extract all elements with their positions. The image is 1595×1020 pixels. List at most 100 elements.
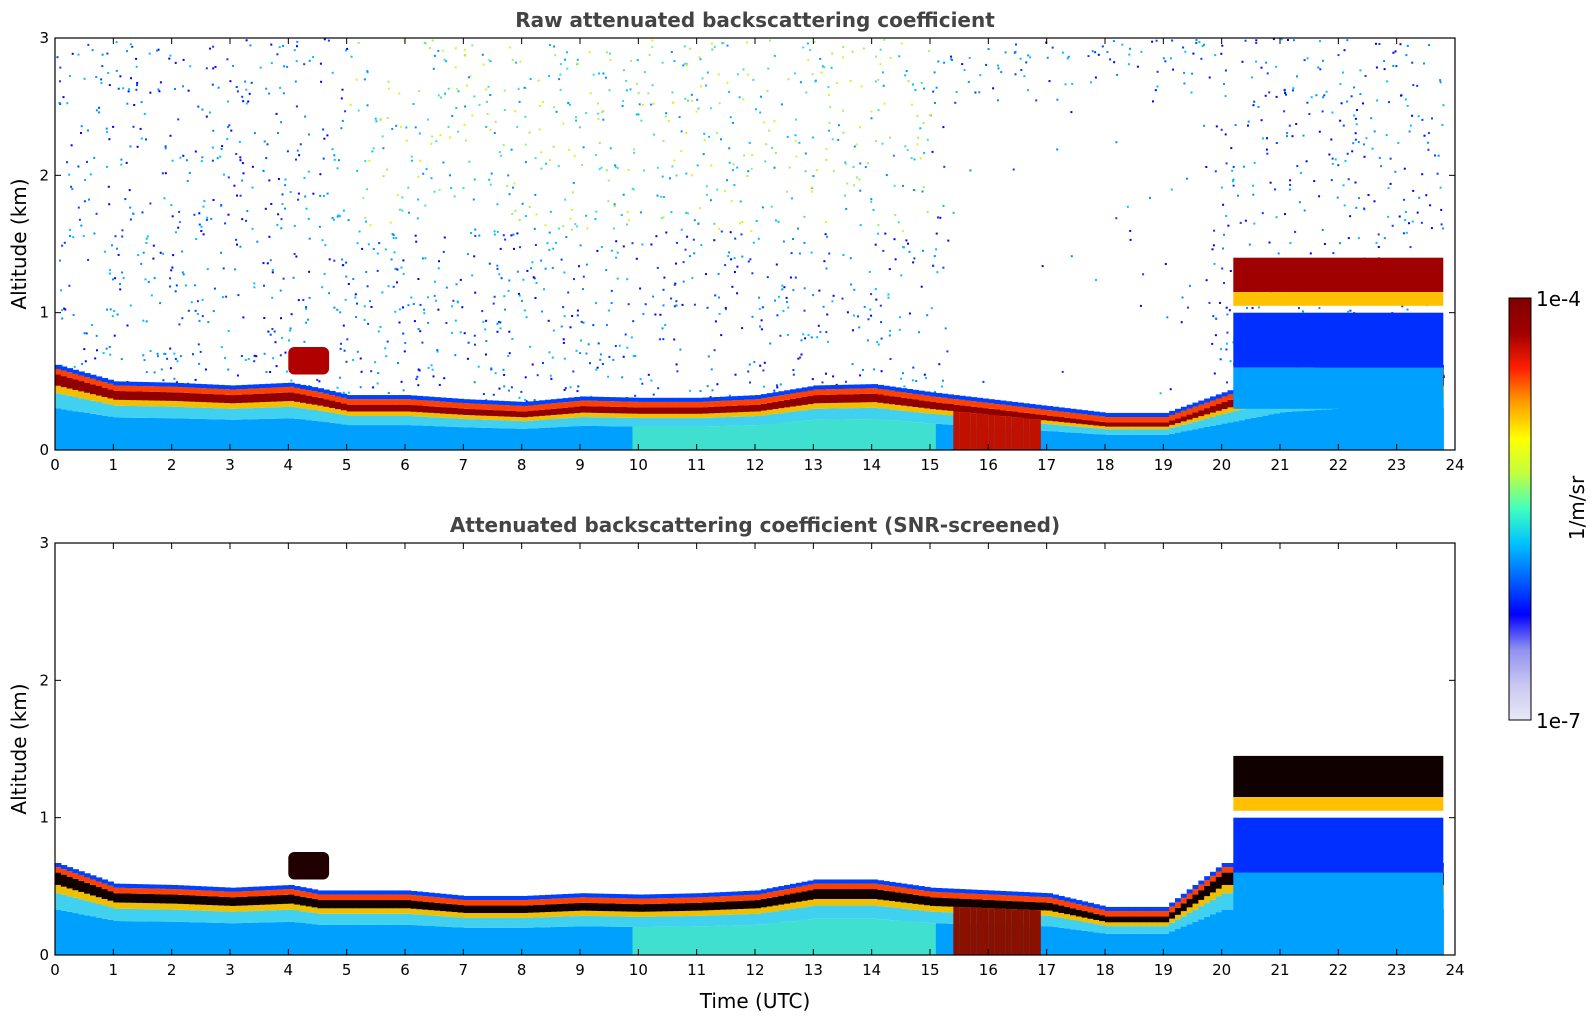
aerosol-band	[1169, 931, 1176, 955]
noise-speck	[939, 216, 942, 219]
noise-speck	[508, 193, 511, 196]
aerosol-band	[119, 908, 126, 922]
layer-edge	[469, 399, 476, 404]
noise-speck	[595, 302, 597, 305]
layer-edge	[854, 384, 861, 389]
transition-band	[1064, 914, 1071, 919]
layer-edge	[1192, 884, 1199, 890]
layer-edge	[352, 395, 359, 400]
transition-band	[323, 406, 330, 412]
noise-speck	[415, 378, 418, 381]
noise-speck	[1241, 60, 1244, 63]
layer-edge	[451, 894, 459, 899]
boundary-layer-core	[265, 393, 272, 402]
noise-speck	[496, 330, 499, 333]
noise-speck	[787, 306, 790, 309]
noise-speck	[552, 145, 555, 148]
noise-speck	[299, 143, 302, 146]
noise-speck	[799, 81, 802, 84]
layer-edge	[352, 894, 359, 901]
transition-band	[440, 911, 447, 917]
noise-speck	[354, 293, 357, 296]
layer-edge	[906, 393, 914, 399]
noise-speck	[172, 254, 175, 257]
aerosol-band	[113, 921, 120, 955]
aerosol-band	[883, 919, 890, 955]
noise-speck	[120, 163, 123, 166]
noise-speck	[518, 294, 521, 297]
boundary-layer-core	[335, 401, 342, 410]
aerosol-band	[1210, 417, 1217, 426]
aerosol-band	[165, 418, 173, 450]
boundary-layer-core	[294, 895, 301, 905]
boundary-layer-core	[230, 897, 237, 906]
aerosol-band	[387, 425, 394, 450]
noise-speck	[1211, 342, 1214, 345]
boundary-layer-core	[1145, 916, 1153, 923]
noise-speck	[699, 390, 702, 393]
layer-edge	[95, 380, 103, 386]
noise-speck	[481, 53, 484, 56]
layer-edge	[189, 383, 196, 388]
noise-speck	[798, 141, 801, 144]
boundary-layer-core	[848, 394, 855, 403]
noise-speck	[485, 125, 488, 128]
noise-speck	[111, 315, 114, 318]
aerosol-band	[638, 426, 645, 450]
layer-edge	[1081, 410, 1089, 415]
noise-speck	[66, 161, 69, 164]
noise-speck	[774, 152, 777, 154]
layer-edge	[696, 897, 704, 903]
aerosol-band	[510, 927, 517, 955]
noise-speck	[705, 185, 708, 188]
layer-edge	[311, 391, 319, 397]
aerosol-band	[55, 393, 62, 409]
noise-speck	[122, 87, 125, 90]
transition-band	[1140, 922, 1147, 927]
noise-speck	[198, 223, 201, 226]
transition-band	[218, 402, 225, 409]
noise-speck	[710, 164, 713, 167]
aerosol-band	[352, 416, 359, 426]
noise-speck	[275, 112, 278, 115]
noise-speck	[1380, 165, 1382, 168]
noise-speck	[967, 80, 970, 83]
layer-edge	[801, 885, 809, 892]
boundary-layer-core	[1000, 410, 1007, 417]
noise-speck	[323, 38, 326, 41]
noise-speck	[627, 303, 630, 306]
noise-speck	[106, 165, 108, 168]
noise-speck	[135, 65, 138, 68]
boundary-layer-core	[1163, 422, 1170, 427]
aerosol-band	[638, 418, 645, 427]
noise-speck	[851, 50, 854, 53]
boundary-layer-core	[422, 405, 429, 413]
noise-speck	[1296, 165, 1299, 168]
aerosol-band	[457, 418, 464, 428]
transition-band	[1221, 884, 1229, 894]
boundary-layer-core	[521, 905, 529, 913]
noise-speck	[129, 43, 132, 46]
noise-speck	[579, 352, 582, 355]
layer-edge	[935, 393, 943, 398]
noise-speck	[1354, 138, 1357, 141]
noise-speck	[392, 237, 395, 239]
noise-speck	[905, 70, 908, 73]
boundary-layer-core	[550, 408, 558, 415]
noise-speck	[489, 183, 492, 186]
noise-speck	[1208, 301, 1211, 304]
transition-band	[638, 413, 645, 419]
noise-speck	[174, 88, 176, 90]
layer-edge	[370, 890, 377, 895]
layer-edge	[1087, 902, 1094, 907]
layer-edge	[125, 381, 132, 386]
boundary-layer-core	[323, 399, 330, 407]
transition-band	[475, 912, 482, 918]
layer-edge	[218, 389, 225, 395]
layer-edge	[924, 891, 931, 897]
noise-speck	[932, 264, 935, 267]
transition-band	[521, 912, 529, 918]
layer-edge	[1215, 398, 1223, 404]
transition-band	[935, 906, 943, 912]
noise-speck	[889, 57, 892, 59]
